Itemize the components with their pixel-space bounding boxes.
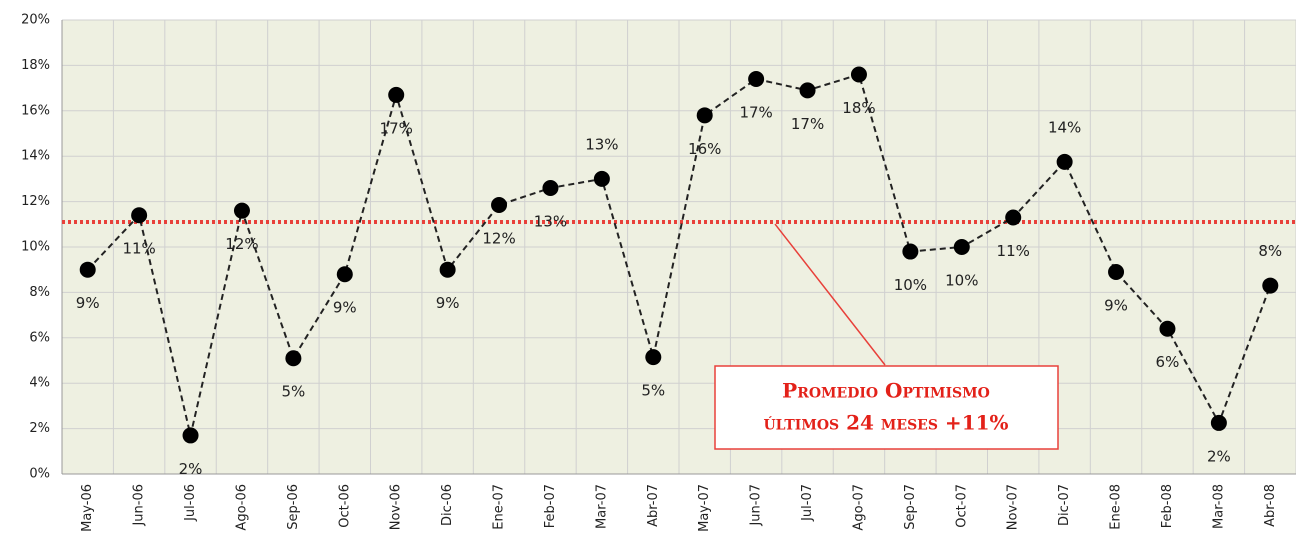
y-tick-label: 14% xyxy=(21,149,50,164)
annotation-text: Promedio Optimismo xyxy=(782,379,990,403)
data-label: 14% xyxy=(1048,118,1081,136)
data-point xyxy=(1005,209,1022,226)
data-point xyxy=(1056,153,1073,170)
data-label: 11% xyxy=(997,242,1030,260)
data-label: 9% xyxy=(436,294,460,312)
x-tick-label: Jun-07 xyxy=(749,484,764,527)
data-point xyxy=(645,349,662,366)
y-tick-label: 0% xyxy=(29,467,50,482)
data-label: 13% xyxy=(534,212,567,230)
data-label: 13% xyxy=(585,135,618,153)
data-label: 2% xyxy=(1207,447,1231,465)
data-point xyxy=(285,350,302,367)
x-tick-label: Jul-06 xyxy=(183,484,198,522)
x-tick-label: Feb-07 xyxy=(543,484,558,528)
y-tick-label: 10% xyxy=(21,240,50,255)
x-tick-label: Mar-08 xyxy=(1211,484,1226,529)
data-point xyxy=(850,66,867,83)
y-tick-label: 4% xyxy=(29,376,50,391)
x-tick-label: Jun-06 xyxy=(132,484,147,527)
data-point xyxy=(388,86,405,103)
data-label: 17% xyxy=(791,115,824,133)
x-tick-label: Sep-06 xyxy=(286,484,301,530)
data-point xyxy=(799,82,816,99)
data-label: 10% xyxy=(894,276,927,294)
x-tick-label: Abr-08 xyxy=(1263,484,1278,527)
data-label: 17% xyxy=(380,119,413,137)
y-tick-label: 6% xyxy=(29,330,50,345)
data-point xyxy=(1108,263,1125,280)
x-tick-label: Dic-07 xyxy=(1057,484,1072,526)
x-tick-label: Mar-07 xyxy=(594,484,609,529)
y-tick-label: 8% xyxy=(29,285,50,300)
data-label: 12% xyxy=(225,235,258,253)
y-tick-label: 16% xyxy=(21,103,50,118)
x-tick-label: Ago-06 xyxy=(234,484,249,531)
data-label: 5% xyxy=(641,382,665,400)
data-point xyxy=(439,261,456,278)
x-tick-label: Feb-08 xyxy=(1160,484,1175,528)
data-label: 12% xyxy=(482,230,515,248)
x-tick-label: Oct-07 xyxy=(954,484,969,528)
data-label: 8% xyxy=(1258,242,1282,260)
data-label: 5% xyxy=(281,383,305,401)
annotation-connector xyxy=(774,223,886,366)
x-tick-label: May-06 xyxy=(80,484,95,532)
data-point xyxy=(1210,414,1227,431)
x-tick-label: May-07 xyxy=(697,484,712,532)
data-label: 6% xyxy=(1156,353,1180,371)
data-label: 16% xyxy=(688,140,721,158)
x-tick-label: Ene-07 xyxy=(492,484,507,530)
y-tick-label: 20% xyxy=(21,13,50,28)
data-point xyxy=(593,170,610,187)
data-label: 2% xyxy=(179,460,203,478)
y-tick-label: 2% xyxy=(29,421,50,436)
data-point xyxy=(1262,277,1279,294)
data-point xyxy=(953,239,970,255)
x-tick-label: Nov-07 xyxy=(1006,484,1021,530)
data-label: 17% xyxy=(739,104,772,122)
x-tick-label: Nov-06 xyxy=(389,484,404,530)
data-label: 18% xyxy=(842,99,875,117)
x-tick-label: Jul-07 xyxy=(800,484,815,522)
data-label: 9% xyxy=(76,294,100,312)
y-tick-label: 18% xyxy=(21,58,50,73)
x-tick-label: Ago-07 xyxy=(851,484,866,531)
annotation-box xyxy=(714,365,1059,450)
y-tick-label: 12% xyxy=(21,194,50,209)
data-point xyxy=(748,71,765,88)
x-tick-label: Sep-07 xyxy=(903,484,918,530)
data-point xyxy=(542,179,559,196)
data-point xyxy=(336,266,353,283)
annotation-text: últimos 24 meses +11% xyxy=(763,411,1008,435)
x-tick-label: Ene-08 xyxy=(1109,484,1124,530)
data-point xyxy=(182,427,199,444)
data-point xyxy=(131,207,148,224)
data-point xyxy=(491,197,508,214)
data-label: 11% xyxy=(122,240,155,258)
data-point xyxy=(696,107,713,124)
x-tick-label: Oct-06 xyxy=(337,484,352,528)
data-point xyxy=(79,261,96,278)
x-tick-label: Abr-07 xyxy=(646,484,661,527)
data-label: 9% xyxy=(333,299,357,317)
data-point xyxy=(233,202,250,219)
data-label: 9% xyxy=(1104,296,1128,314)
x-tick-label: Dic-06 xyxy=(440,484,455,526)
data-point xyxy=(902,243,919,260)
data-label: 10% xyxy=(945,272,978,290)
data-point xyxy=(1159,320,1176,337)
data-line xyxy=(86,73,1272,436)
